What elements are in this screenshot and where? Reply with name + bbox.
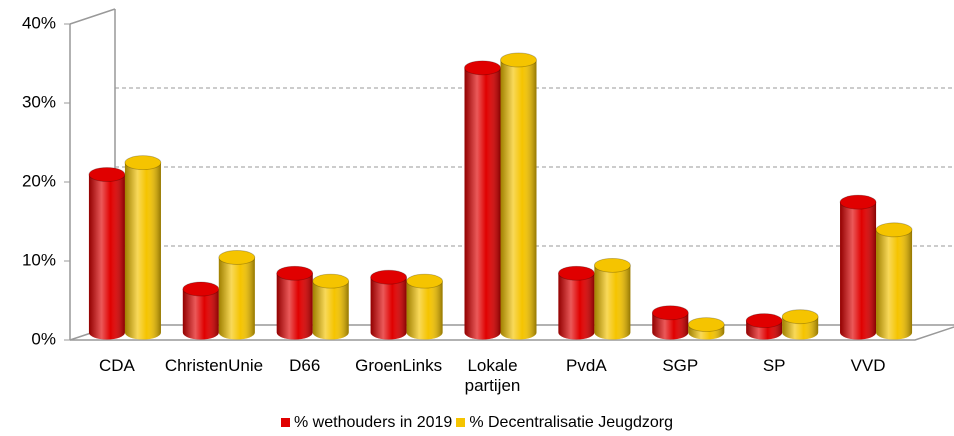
bar-shade <box>88 174 125 340</box>
legend-label: % wethouders in 2019 <box>294 414 453 431</box>
bar-cap <box>124 155 162 171</box>
bar-shade <box>840 202 877 340</box>
bar-cap <box>218 250 256 265</box>
bar-shade <box>464 67 501 340</box>
y-tick-label: 40% <box>22 13 56 32</box>
bar-cap <box>593 257 631 273</box>
bar-shade <box>312 281 349 340</box>
cylinder <box>687 317 725 340</box>
legend-label: % Decentralisatie Jeugdzorg <box>469 414 673 431</box>
cylinder <box>464 60 501 340</box>
cylinder <box>651 305 689 340</box>
cylinder <box>312 273 350 340</box>
cylinder <box>88 167 126 340</box>
bar-shade <box>500 59 537 340</box>
bar-cap <box>406 273 444 289</box>
bar-shade <box>370 277 407 340</box>
bar-cap <box>745 313 783 329</box>
bar-cap <box>500 52 537 68</box>
legend-entry: % wethouders in 2019 <box>281 414 452 432</box>
bar-shade <box>876 229 913 340</box>
bar-cap <box>875 222 913 238</box>
bar-shade <box>652 312 689 340</box>
bar-cap <box>312 273 350 289</box>
x-tick-label: CDA <box>98 356 135 375</box>
bar-shade <box>558 273 595 340</box>
x-tick-label: VVD <box>850 356 886 375</box>
bar-cap <box>182 281 220 297</box>
x-tick-label: PvdA <box>566 356 607 375</box>
bar-cap <box>276 265 314 281</box>
x-tick-label: SP <box>762 356 786 375</box>
bar-shade <box>594 265 631 340</box>
cylinder <box>370 269 408 340</box>
cylinder <box>276 265 314 340</box>
y-tick-label: 30% <box>22 92 56 111</box>
cylinder <box>557 265 595 340</box>
cylinder <box>839 194 877 340</box>
cylinder <box>875 222 913 340</box>
bar-shade <box>182 289 219 340</box>
cylinder <box>406 273 444 340</box>
bar-shade <box>218 257 255 340</box>
cylinder <box>218 250 256 340</box>
x-tick-label: Lokale partijen <box>464 356 521 395</box>
x-tick-label: ChristenUnie <box>164 356 264 375</box>
cylinder <box>593 257 631 340</box>
cylinder <box>124 155 162 340</box>
x-tick-label: SGP <box>662 356 699 375</box>
bar-cap <box>464 60 501 76</box>
cylinder <box>745 313 783 340</box>
bar-shade <box>124 162 161 340</box>
cylinder <box>182 281 220 340</box>
cylinder <box>500 52 537 340</box>
bar-shade <box>276 273 313 340</box>
legend-swatch <box>456 418 466 427</box>
cylinder <box>781 309 819 340</box>
legend-swatch <box>281 418 290 427</box>
legend-entry: % Decentralisatie Jeugdzorg <box>456 414 673 432</box>
bar-cap <box>839 194 877 210</box>
x-tick-label: GroenLinks <box>355 356 443 375</box>
bar-cap <box>687 317 725 333</box>
bar-cap <box>557 265 595 281</box>
x-tick-label: D66 <box>289 356 321 375</box>
bar-shade <box>406 281 443 340</box>
y-tick-label: 20% <box>22 171 56 190</box>
y-tick-label: 10% <box>22 250 56 269</box>
y-tick-label: 0% <box>31 329 56 348</box>
legend: % wethouders in 2019 % Decentralisatie Je… <box>0 414 954 432</box>
bar-cap <box>88 167 126 182</box>
bar-cap <box>651 305 689 321</box>
bar-cap <box>781 309 819 325</box>
floor <box>70 326 954 341</box>
bar-cap <box>370 269 408 285</box>
